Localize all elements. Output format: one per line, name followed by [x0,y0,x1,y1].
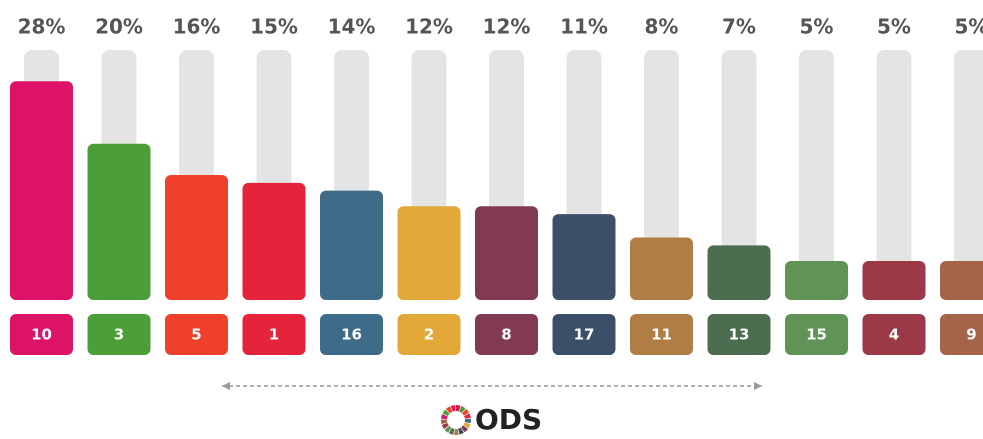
logo-segment [458,427,464,435]
category-label: 4 [889,326,899,344]
category-label: 13 [729,326,750,344]
category-box [10,314,73,355]
bar [630,237,693,300]
category-box [630,314,693,355]
bar [552,214,616,300]
category-box [552,314,616,355]
ods-logo [441,405,471,435]
value-label: 5% [955,15,983,39]
category-box [397,314,461,355]
bar [87,143,151,300]
category-box [940,314,983,355]
category-box [165,314,228,355]
category-box [475,314,538,355]
track [721,50,757,300]
value-label: 28% [18,15,66,39]
category-label: 2 [424,326,434,344]
bars: 28% 10 20% 3 16% 5 15% 1 14% 16 12% 2 12% 8 11% 17 8% 11 7… [10,15,983,355]
logo-segment [464,413,471,419]
track [876,50,912,300]
value-label: 15% [250,15,298,39]
bar [320,190,383,300]
logo-segment [463,422,471,429]
logo-segment [455,405,461,412]
category-label: 15 [806,326,827,344]
value-label: 14% [328,15,376,39]
bar [165,175,228,300]
logo-segment [441,414,448,420]
track [954,50,983,300]
track [799,50,834,300]
category-label: 9 [966,326,976,344]
bar [862,260,926,300]
category-label: 16 [341,326,362,344]
value-label: 8% [645,15,679,39]
logo-segment [461,425,468,433]
value-label: 12% [483,15,531,39]
category-label: 11 [651,326,672,344]
logo-segment [459,406,466,414]
bar [785,260,848,300]
category-label: 1 [269,326,279,344]
category-box [242,314,306,355]
value-label: 16% [173,15,221,39]
value-label: 12% [405,15,453,39]
logo-segment [461,408,470,416]
value-label: 11% [560,15,608,39]
value-label: 20% [95,15,143,39]
logo-segment [442,409,450,417]
logo-segment [444,425,452,433]
category-label: 5 [191,326,201,344]
bar [397,206,461,300]
category-box [862,314,926,355]
category-label: 8 [501,326,511,344]
category-label: 17 [574,326,595,344]
bar [707,245,771,300]
logo-segment [448,427,455,435]
brand-text: ODS [475,403,542,436]
category-box [87,314,151,355]
bar [940,260,983,300]
bar [475,206,538,300]
logo-segment [450,405,456,412]
category-box [320,314,383,355]
bar [242,182,306,300]
logo-segment [441,422,449,430]
value-label: 5% [800,15,834,39]
logo-segment [445,406,453,414]
category-label: 10 [31,326,52,344]
category-label: 3 [114,326,124,344]
value-label: 7% [722,15,756,39]
category-box [785,314,848,355]
value-label: 5% [877,15,911,39]
bar [10,81,73,300]
category-box [707,314,771,355]
